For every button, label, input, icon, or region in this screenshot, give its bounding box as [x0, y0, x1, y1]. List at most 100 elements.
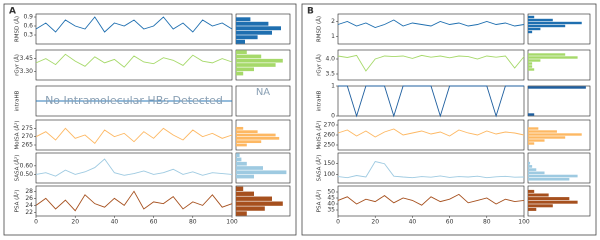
- panel-label: B: [307, 7, 314, 17]
- hist-bar: [528, 59, 541, 62]
- series-line: [35, 190, 233, 212]
- y-tick-label: 0.6: [23, 23, 33, 30]
- x-tick-label: 80: [483, 219, 491, 226]
- hist-bar: [528, 30, 533, 34]
- series-line: [35, 158, 233, 177]
- hist-bar: [528, 130, 557, 133]
- hist-bar: [528, 56, 578, 59]
- panel-label: A: [9, 7, 16, 17]
- hist-bar: [528, 204, 553, 208]
- hist-bar: [528, 68, 535, 71]
- hist-bar: [236, 140, 262, 144]
- y-axis-label: intraHB: [317, 90, 323, 111]
- hist-bar: [528, 193, 549, 197]
- hist-bar: [528, 171, 545, 175]
- series-line: [337, 128, 525, 138]
- hist-bar: [528, 168, 537, 171]
- y-axis-label: rGyr (Å): [14, 54, 21, 76]
- series-line: [35, 53, 233, 68]
- hist-bar: [236, 161, 247, 166]
- panel-frame: [3, 3, 297, 236]
- y-tick-label: 270: [22, 133, 34, 140]
- y-axis-label: SASA (Å²): [14, 155, 21, 182]
- hist-bar: [236, 206, 265, 211]
- plot-frame: [337, 152, 525, 184]
- hist-bar: [528, 207, 537, 211]
- y-tick-label: 24: [25, 202, 33, 209]
- y-tick-label: 26: [25, 195, 33, 202]
- hist-bar: [236, 21, 269, 26]
- hist-frame: [235, 185, 291, 217]
- plot-frame: [35, 185, 233, 217]
- y-tick-label: 1: [331, 33, 335, 40]
- hist-bar: [528, 197, 570, 201]
- hist-bar: [528, 86, 586, 89]
- series-line: [337, 19, 525, 28]
- plot-frame: [337, 13, 525, 45]
- hist-bar: [236, 201, 283, 206]
- x-tick-label: 40: [111, 219, 119, 226]
- plot-frame: [35, 13, 233, 45]
- y-tick-label: 150: [324, 160, 336, 167]
- hist-bar: [236, 71, 244, 76]
- y-tick-label: 22: [25, 209, 33, 216]
- series-line: [337, 54, 525, 72]
- hist-bar: [236, 153, 240, 157]
- y-axis-label: rGyr (Å): [316, 54, 323, 76]
- panel-frame: [301, 3, 597, 236]
- hist-bar: [528, 65, 533, 68]
- hist-bar: [528, 18, 553, 22]
- y-tick-label: 260: [324, 132, 336, 139]
- hist-bar: [236, 26, 281, 31]
- plot-frame: [337, 185, 525, 217]
- series-line: [337, 161, 525, 179]
- y-axis-label: MolSA (Å²): [14, 120, 21, 149]
- hist-bar: [236, 157, 242, 162]
- y-tick-label: 50: [327, 189, 335, 196]
- hist-bar: [236, 63, 276, 67]
- hist-bar: [528, 133, 582, 136]
- x-tick-label: 40: [409, 219, 417, 226]
- hist-bar: [236, 58, 283, 63]
- y-tick-label: 4.0: [325, 56, 335, 63]
- plot-frame: [337, 85, 525, 117]
- y-axis-label: PSA (Å²): [316, 190, 323, 213]
- y-tick-label: 3.30: [20, 68, 34, 75]
- hist-bar: [236, 196, 272, 201]
- hist-bar: [528, 53, 566, 56]
- hist-bar: [528, 127, 539, 130]
- hist-annotation: NA: [256, 87, 270, 98]
- hist-bar: [236, 130, 258, 134]
- y-tick-label: 0.3: [23, 32, 33, 39]
- y-tick-label: 28: [25, 188, 33, 195]
- x-tick-label: 0: [336, 219, 340, 226]
- y-axis-label: SASA (Å²): [316, 155, 323, 182]
- hist-bar: [528, 15, 535, 19]
- y-tick-label: 100: [324, 171, 336, 178]
- hist-bar: [236, 186, 244, 191]
- hist-bar: [236, 174, 254, 179]
- hist-bar: [528, 165, 533, 168]
- hist-frame: [527, 49, 591, 81]
- hist-bar: [528, 189, 535, 193]
- y-axis-label: PSA (Å²): [14, 190, 21, 213]
- hist-bar: [236, 67, 254, 72]
- y-tick-label: 270: [324, 122, 336, 129]
- y-axis-label: MolSA (Å²): [316, 120, 323, 149]
- hist-bar: [528, 177, 570, 181]
- hist-bar: [528, 139, 545, 142]
- hist-bar: [236, 211, 247, 216]
- hist-bar: [236, 30, 272, 35]
- hist-bar: [236, 126, 244, 130]
- hist-frame: [527, 152, 591, 184]
- hist-bar: [528, 161, 531, 165]
- hist-bar: [528, 27, 541, 31]
- y-tick-label: 0.9: [23, 14, 33, 21]
- x-tick-label: 100: [226, 219, 238, 226]
- y-axis-label: RMSD (Å): [14, 16, 21, 42]
- y-tick-label: 265: [22, 142, 34, 149]
- hist-bar: [236, 39, 245, 44]
- series-line: [338, 85, 524, 118]
- series-line: [35, 127, 233, 144]
- hist-bar: [528, 142, 535, 145]
